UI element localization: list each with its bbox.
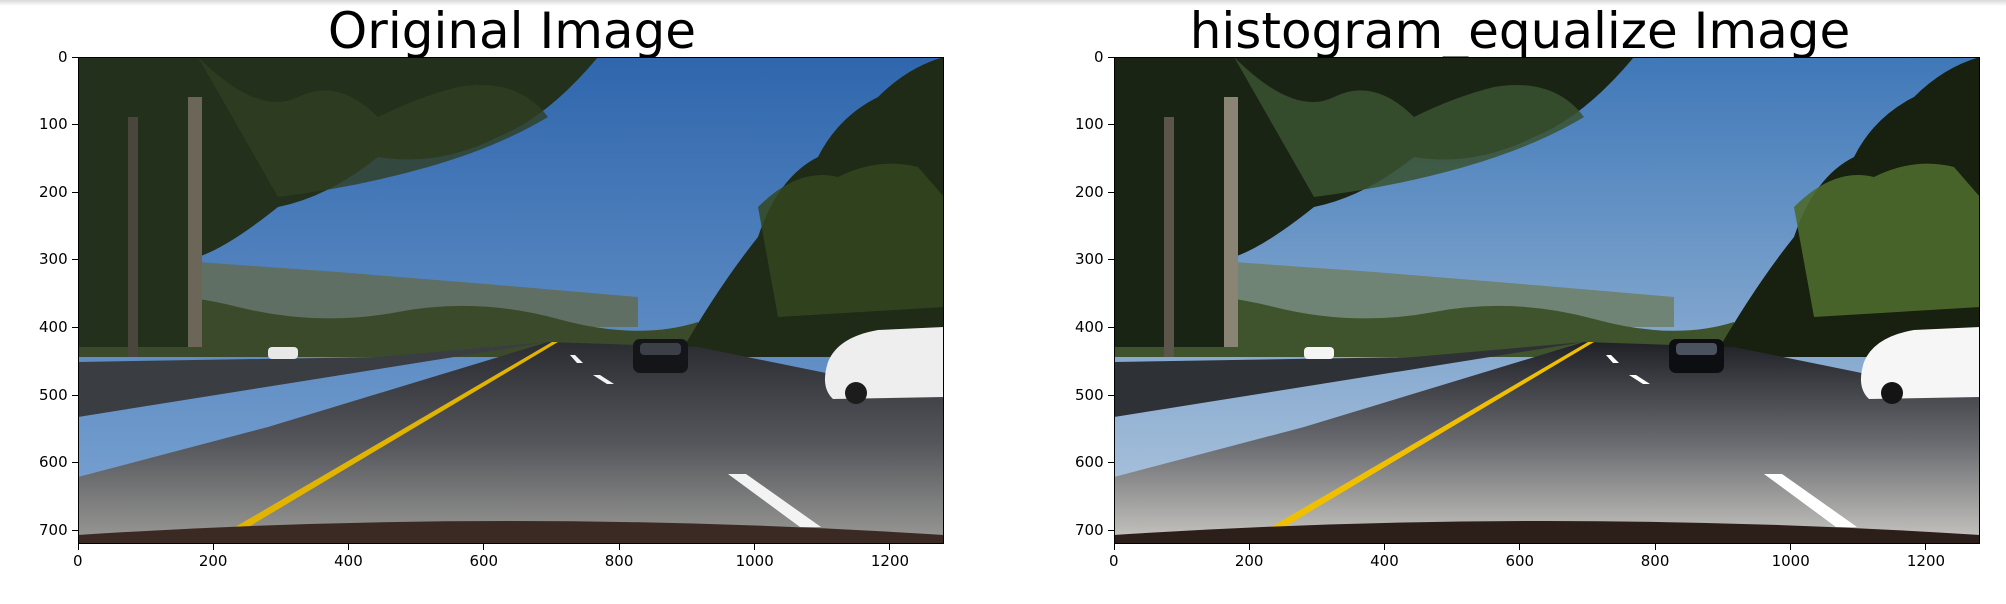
y-tick-mark xyxy=(1108,259,1114,261)
road-photo-original xyxy=(78,57,944,544)
y-tick-mark xyxy=(72,462,78,464)
window-top-edge xyxy=(0,0,2006,6)
y-tick-label: 400 xyxy=(39,318,68,337)
x-tick-mark xyxy=(1384,544,1386,550)
y-tick-label: 300 xyxy=(39,250,68,269)
y-tick-label: 500 xyxy=(39,385,68,404)
x-tick-mark xyxy=(1925,544,1927,550)
y-tick-label: 400 xyxy=(1075,318,1104,337)
y-tick-label: 700 xyxy=(1075,520,1104,539)
y-tick-mark xyxy=(72,56,78,58)
y-tick-label: 100 xyxy=(39,115,68,134)
panel-title: histogram_equalize Image xyxy=(1189,2,1851,60)
y-tick-mark xyxy=(72,259,78,261)
y-tick-mark xyxy=(1108,56,1114,58)
x-tick-mark xyxy=(1248,544,1250,550)
y-tick-label: 0 xyxy=(1094,47,1104,66)
road-photo-equalized xyxy=(1114,57,1980,544)
image-plot-original xyxy=(78,57,944,544)
x-tick-mark xyxy=(348,544,350,550)
y-tick-mark xyxy=(72,191,78,193)
y-tick-mark xyxy=(1108,462,1114,464)
y-tick-mark xyxy=(1108,191,1114,193)
x-tick-label: 1200 xyxy=(870,552,910,570)
x-tick-label: 800 xyxy=(604,552,634,570)
x-tick-mark xyxy=(212,544,214,550)
y-tick-mark xyxy=(1108,327,1114,329)
x-tick-mark xyxy=(889,544,891,550)
x-tick-label: 600 xyxy=(469,552,499,570)
x-tick-mark xyxy=(618,544,620,550)
y-tick-label: 600 xyxy=(1075,453,1104,472)
y-tick-label: 200 xyxy=(1075,182,1104,201)
x-tick-mark xyxy=(1790,544,1792,550)
x-tick-label: 800 xyxy=(1640,552,1670,570)
y-tick-mark xyxy=(1108,529,1114,531)
y-tick-label: 300 xyxy=(1075,250,1104,269)
y-tick-label: 700 xyxy=(39,520,68,539)
x-tick-mark xyxy=(77,544,79,550)
x-tick-label: 200 xyxy=(198,552,228,570)
y-tick-mark xyxy=(72,529,78,531)
y-tick-mark xyxy=(1108,394,1114,396)
y-tick-mark xyxy=(72,394,78,396)
x-tick-label: 400 xyxy=(334,552,363,570)
x-tick-label: 1000 xyxy=(735,552,774,570)
y-tick-mark xyxy=(1108,124,1114,126)
x-tick-label: 400 xyxy=(1370,552,1399,570)
x-tick-mark xyxy=(1519,544,1521,550)
panel-title: Original Image xyxy=(327,2,697,60)
plot-frame xyxy=(78,57,944,544)
x-tick-label: 200 xyxy=(1234,552,1264,570)
y-tick-label: 100 xyxy=(1075,115,1104,134)
y-tick-label: 600 xyxy=(39,453,68,472)
y-tick-label: 500 xyxy=(1075,385,1104,404)
x-tick-label: 0 xyxy=(73,552,83,570)
y-tick-label: 0 xyxy=(58,47,68,66)
x-tick-mark xyxy=(754,544,756,550)
y-tick-mark xyxy=(72,124,78,126)
x-tick-label: 1200 xyxy=(1906,552,1946,570)
x-tick-mark xyxy=(1654,544,1656,550)
image-plot-equalized xyxy=(1114,57,1980,544)
y-tick-mark xyxy=(72,327,78,329)
x-tick-label: 0 xyxy=(1109,552,1119,570)
x-tick-label: 600 xyxy=(1505,552,1535,570)
plot-frame xyxy=(1114,57,1980,544)
x-tick-mark xyxy=(1113,544,1115,550)
x-tick-label: 1000 xyxy=(1771,552,1810,570)
y-tick-label: 200 xyxy=(39,182,68,201)
x-tick-mark xyxy=(483,544,485,550)
